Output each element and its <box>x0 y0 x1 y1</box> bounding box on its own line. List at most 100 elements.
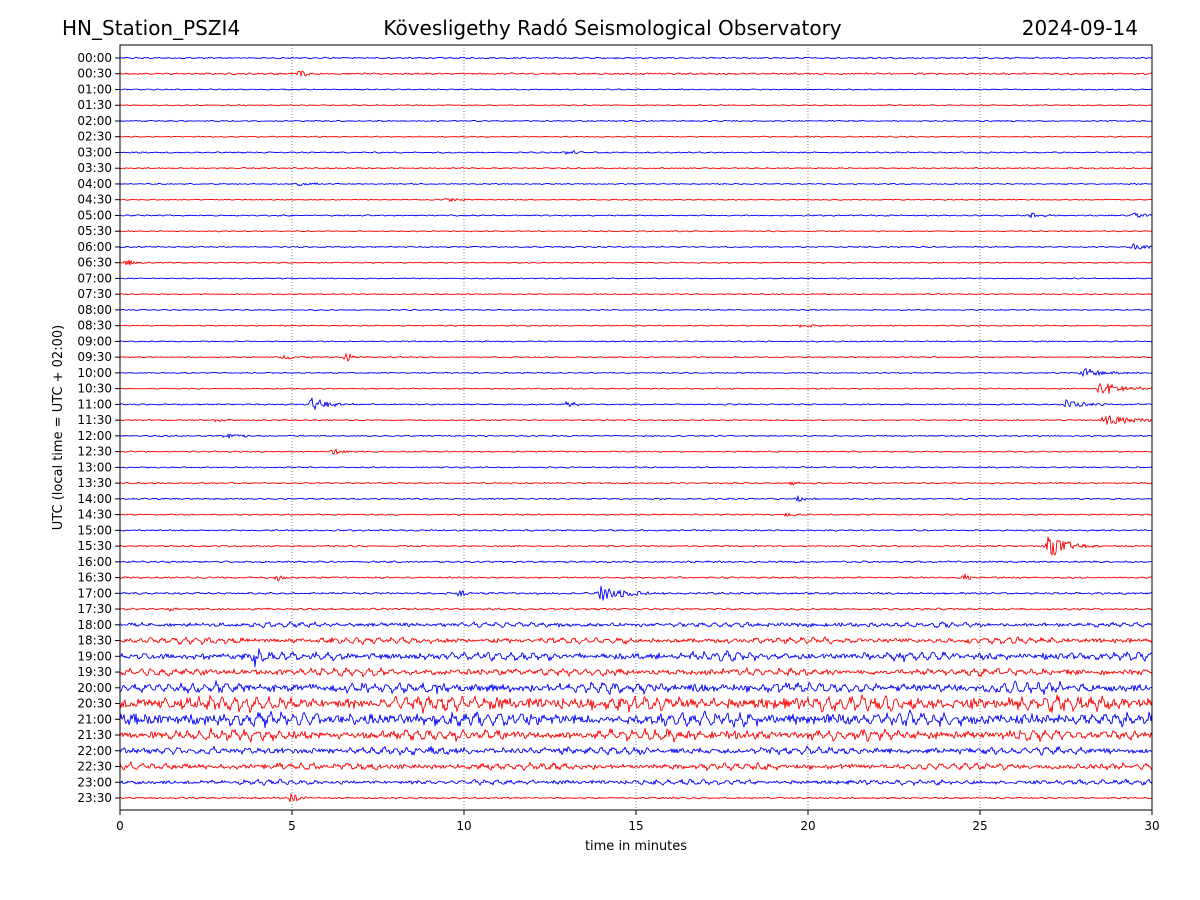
y-tick-label: 07:00 <box>77 271 112 285</box>
y-tick-label: 08:30 <box>77 319 112 333</box>
trace-1800 <box>119 621 1153 629</box>
y-tick-label: 01:30 <box>77 98 112 112</box>
trace-2100 <box>119 709 1153 729</box>
y-axis-label: UTC (local time = UTC + 02:00) <box>51 325 66 530</box>
trace-0230 <box>119 135 1153 138</box>
trace-2000 <box>119 680 1153 696</box>
y-tick-label: 09:00 <box>77 334 112 348</box>
trace-0900 <box>119 340 1153 343</box>
x-axis-ticks: 0 5 10 15 20 25 30 <box>116 810 1160 833</box>
y-tick-label: 20:00 <box>77 681 112 695</box>
x-tick-label: 15 <box>628 819 643 833</box>
y-tick-label: 09:30 <box>77 350 112 364</box>
trace-1000 <box>120 368 1153 377</box>
grid-lines <box>291 45 981 810</box>
y-tick-label: 17:00 <box>77 586 112 600</box>
trace-2300 <box>119 778 1153 786</box>
y-tick-label: 20:30 <box>77 697 112 711</box>
y-tick-label: 22:30 <box>77 760 112 774</box>
trace-1330 <box>119 481 1153 486</box>
y-tick-label: 03:00 <box>77 145 112 159</box>
y-tick-label: 08:00 <box>77 303 112 317</box>
y-tick-label: 06:30 <box>77 256 112 270</box>
trace-1200 <box>119 433 1153 439</box>
trace-0830 <box>119 324 1153 328</box>
trace-0730 <box>119 293 1153 296</box>
y-tick-label: 19:00 <box>77 649 112 663</box>
trace-0000 <box>119 56 1153 60</box>
trace-2130 <box>119 727 1153 743</box>
y-tick-label: 16:00 <box>77 555 112 569</box>
x-tick-label: 20 <box>800 819 815 833</box>
trace-0200 <box>119 119 1153 123</box>
y-tick-label: 11:30 <box>77 413 112 427</box>
y-tick-label: 16:30 <box>77 571 112 585</box>
trace-1300 <box>119 466 1153 469</box>
y-tick-label: 21:30 <box>77 728 112 742</box>
y-tick-label: 15:30 <box>77 539 112 553</box>
trace-0500 <box>119 212 1153 219</box>
y-tick-label: 14:00 <box>77 492 112 506</box>
trace-1600 <box>119 560 1153 564</box>
x-tick-label: 25 <box>972 819 987 833</box>
x-axis-label: time in minutes <box>585 839 687 854</box>
x-tick-label: 10 <box>456 819 471 833</box>
y-tick-label: 18:00 <box>77 618 112 632</box>
trace-1930 <box>119 667 1153 678</box>
y-tick-label: 03:30 <box>77 161 112 175</box>
y-tick-label: 21:00 <box>77 712 112 726</box>
trace-0800 <box>119 308 1153 311</box>
y-tick-label: 05:00 <box>77 208 112 222</box>
y-tick-label: 00:30 <box>77 67 112 81</box>
trace-0130 <box>119 104 1153 107</box>
trace-1230 <box>119 448 1153 455</box>
trace-0400 <box>119 182 1153 187</box>
seismic-traces <box>119 56 1153 803</box>
y-tick-label: 02:00 <box>77 114 112 128</box>
trace-1430 <box>119 512 1153 517</box>
trace-2230 <box>119 761 1153 772</box>
y-tick-label: 02:30 <box>77 130 112 144</box>
x-tick-label: 30 <box>1144 819 1159 833</box>
y-tick-label: 13:30 <box>77 476 112 490</box>
trace-0930 <box>119 353 1152 362</box>
y-tick-label: 12:00 <box>77 429 112 443</box>
trace-1730 <box>119 607 1153 612</box>
y-tick-label: 10:30 <box>77 382 112 396</box>
y-tick-label: 04:30 <box>77 193 112 207</box>
trace-1100 <box>119 397 1152 410</box>
trace-1130 <box>119 415 1153 425</box>
trace-2030 <box>119 694 1153 714</box>
y-tick-label: 12:30 <box>77 445 112 459</box>
y-tick-label: 01:00 <box>77 82 112 96</box>
trace-0300 <box>119 150 1153 155</box>
trace-2330 <box>119 793 1153 803</box>
trace-1830 <box>119 636 1153 646</box>
y-tick-label: 22:00 <box>77 744 112 758</box>
y-tick-label: 18:30 <box>77 634 112 648</box>
station-name: HN_Station_PSZI4 <box>62 16 241 40</box>
y-tick-label: 10:00 <box>77 366 112 380</box>
y-tick-label: 14:30 <box>77 508 112 522</box>
trace-0330 <box>119 167 1153 170</box>
y-tick-label: 17:30 <box>77 602 112 616</box>
trace-1900 <box>119 648 1153 668</box>
y-tick-label: 06:00 <box>77 240 112 254</box>
trace-0100 <box>119 88 1153 91</box>
chart-title: Kövesligethy Radó Seismological Observat… <box>383 16 842 40</box>
trace-2200 <box>119 745 1153 756</box>
trace-1400 <box>119 495 1153 502</box>
trace-0530 <box>119 230 1153 233</box>
y-tick-label: 11:00 <box>77 397 112 411</box>
y-tick-label: 23:30 <box>77 791 112 805</box>
y-tick-label: 15:00 <box>77 523 112 537</box>
trace-1630 <box>119 573 1153 582</box>
trace-1030 <box>119 383 1153 394</box>
trace-0430 <box>119 197 1153 202</box>
y-tick-label: 00:00 <box>77 51 112 65</box>
x-tick-label: 5 <box>288 819 296 833</box>
trace-1700 <box>119 585 1153 601</box>
y-tick-label: 05:30 <box>77 224 112 238</box>
